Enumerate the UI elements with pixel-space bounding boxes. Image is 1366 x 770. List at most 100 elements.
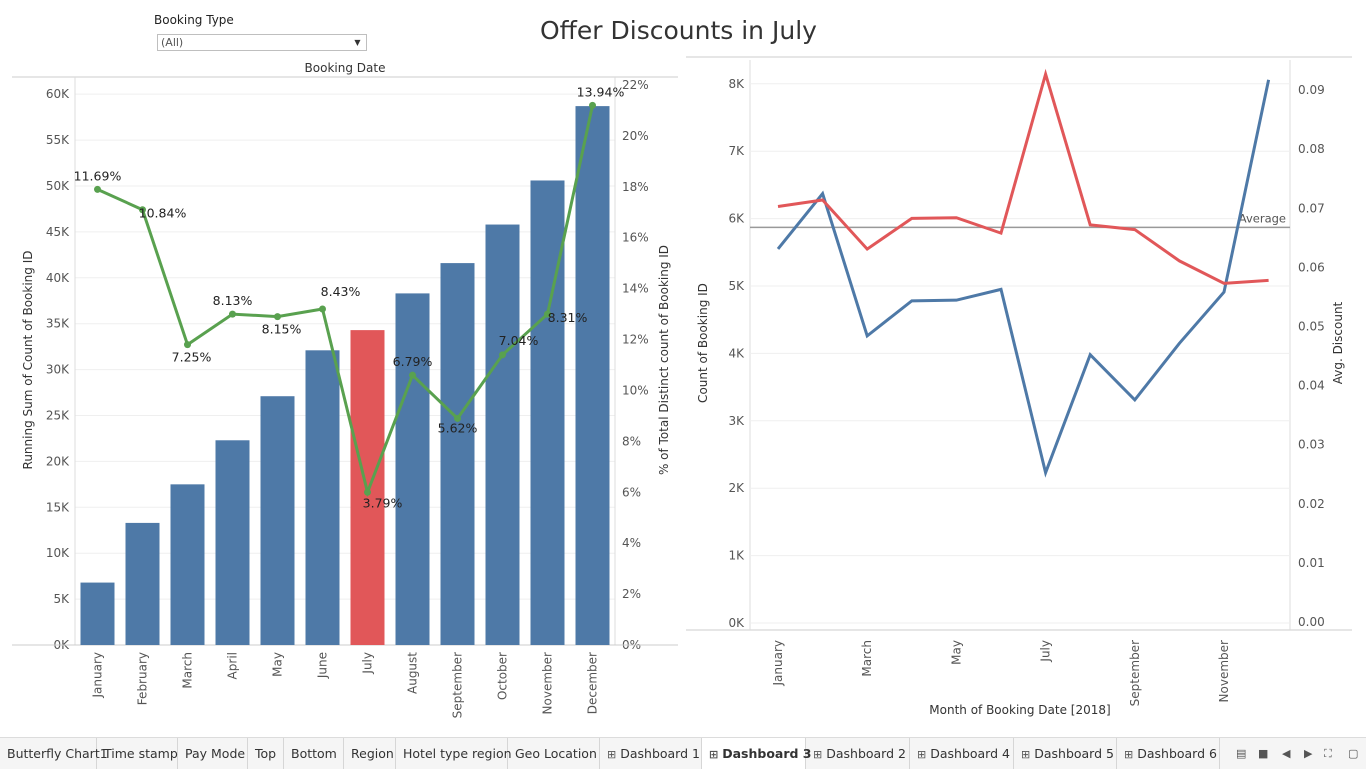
pct-label-november: 8.31% [548, 310, 588, 325]
sheet-tab-region[interactable]: Region [344, 738, 396, 769]
sheet-tab-dashboard-5[interactable]: ⊞ Dashboard 5 [1014, 738, 1117, 769]
chart1-y-tick: 30K [46, 363, 70, 377]
chart2-y2-tick: 0.03 [1298, 438, 1325, 452]
chart1-x-tick: December [586, 652, 600, 714]
sheet-tab-label: Top [255, 746, 277, 761]
chart1-y-tick: 45K [46, 225, 70, 239]
sheet-tab-label: Pay Mode [185, 746, 246, 761]
pct-point-november [544, 310, 551, 318]
pct-point-may [274, 313, 281, 321]
sheet-tab-label: Region [351, 746, 394, 761]
chart1-y2-axis-title: % of Total Distinct count of Booking ID [657, 245, 671, 475]
count-discount-line-chart: 0K 1K 2K 3K 4K 5K 6K 7K 8K 0.00 0.01 0.02 0.03 0.04 0.… [686, 56, 1352, 717]
chart1-y2-tick: 12% [622, 333, 649, 347]
dashboard-icon: ⊞ [709, 748, 719, 761]
pct-point-july [364, 488, 371, 496]
sheet-tab-label: Dashboard 2 [826, 746, 906, 761]
chart1-y-tick: 35K [46, 317, 70, 331]
chart2-y-tick: 8K [728, 77, 745, 91]
sheet-tab-bar: Butterfly Chart1 Time stamp Pay Mode Top Bot… [0, 737, 1366, 769]
bar-may [260, 396, 295, 645]
chart1-y-tick: 50K [46, 179, 70, 193]
chart2-y-tick: 1K [728, 549, 745, 563]
chart1-y2-tick: 8% [622, 434, 641, 448]
chart1-x-tick: February [136, 652, 150, 705]
grid-view-icon[interactable]: ▤ [1236, 747, 1247, 760]
chart1-x-tick: November [541, 652, 555, 714]
sheet-tab-pay-mode[interactable]: Pay Mode [178, 738, 248, 769]
chart1-x-tick: March [181, 652, 195, 689]
booking-type-filter-label: Booking Type [154, 13, 234, 27]
sheet-tab-dashboard-1[interactable]: ⊞ Dashboard 1 [600, 738, 702, 769]
sheet-tab-geo-location[interactable]: Geo Location [508, 738, 600, 769]
dashboard-icon: ⊞ [813, 748, 823, 761]
fit-screen-icon[interactable]: ⛶ [1324, 747, 1332, 760]
sheet-tab-time-stamp[interactable]: Time stamp [97, 738, 178, 769]
chart2-y-tick: 2K [728, 481, 745, 495]
bar-august [395, 293, 430, 645]
sheet-tab-label: Dashboard 3 [722, 746, 812, 761]
chart1-y2-tick: 16% [622, 231, 649, 245]
average-label-bg [1237, 211, 1289, 226]
sheet-tab-label: Bottom [291, 746, 337, 761]
pct-label-may: 8.15% [262, 322, 302, 337]
chart2-y-tick: 3K [728, 414, 745, 428]
chart2-y2-axis-title: Avg. Discount [1331, 301, 1345, 384]
sheet-tab-dashboard-3[interactable]: ⊞ Dashboard 3 [702, 738, 812, 769]
sheet-tab-label: Time stamp [104, 746, 178, 761]
pct-label-december: 13.94% [577, 84, 625, 99]
chart2-x-tick: September [1128, 640, 1142, 706]
sheet-tab-hotel-type-region[interactable]: Hotel type region [396, 738, 512, 769]
chart2-x-tick: November [1217, 640, 1231, 702]
sheet-tab-label: Dashboard 6 [1137, 746, 1217, 761]
fullscreen-icon[interactable]: ▢ [1348, 747, 1359, 760]
next-sheet-icon[interactable]: ▶ [1304, 747, 1313, 760]
chart2-y2-tick: 0.02 [1298, 497, 1325, 511]
bar-april [215, 440, 250, 645]
sheet-tab-label: Butterfly Chart1 [7, 746, 108, 761]
bar-june [305, 350, 340, 645]
chart2-y2-tick: 0.06 [1298, 260, 1325, 274]
sheet-tab-top[interactable]: Top [248, 738, 284, 769]
chart2-y-tick: 6K [728, 212, 745, 226]
chart2-y2-tick: 0.00 [1298, 615, 1325, 629]
sheet-tab-dashboard-2[interactable]: ⊞ Dashboard 2 [806, 738, 910, 769]
pct-label-august: 6.79% [393, 354, 433, 369]
chart2-y2-tick: 0.07 [1298, 201, 1325, 215]
pct-point-april [229, 310, 236, 318]
sheet-tab-butterfly-chart1[interactable]: Butterfly Chart1 [0, 738, 108, 769]
dashboard-icon: ⊞ [1124, 748, 1134, 761]
chart1-x-tick: May [271, 652, 285, 677]
chart1-x-tick: June [316, 652, 330, 679]
chart1-x-tick: April [226, 652, 240, 679]
chart1-x-tick: July [361, 652, 375, 675]
filmstrip-icon[interactable]: ■ [1258, 747, 1269, 760]
chart2-x-tick: May [949, 640, 963, 665]
sheet-tab-label: Hotel type region [403, 746, 512, 761]
sheet-tab-bottom[interactable]: Bottom [284, 738, 344, 769]
pct-label-october: 7.04% [499, 333, 539, 348]
pct-label-march: 7.25% [172, 350, 212, 365]
chevron-down-icon[interactable]: ▼ [354, 38, 361, 47]
chart1-header: Booking Date [305, 61, 386, 75]
chart2-y-tick: 4K [728, 346, 745, 360]
pct-point-february [139, 206, 146, 214]
average-label: Average [1239, 211, 1286, 225]
bar-december [575, 106, 610, 646]
pct-label-february: 10.84% [139, 206, 187, 221]
prev-sheet-icon[interactable]: ◀ [1282, 747, 1291, 760]
chart2-y2-tick: 0.05 [1298, 320, 1325, 334]
count-booking-line [776, 79, 1271, 478]
chart1-y2-tick: 14% [622, 282, 649, 296]
chart1-y-tick: 10K [46, 546, 70, 560]
sheet-tab-dashboard-6[interactable]: ⊞ Dashboard 6 [1117, 738, 1220, 769]
booking-type-dropdown[interactable]: (All) ▼ [157, 34, 367, 51]
pct-point-june [319, 305, 326, 313]
chart2-y2-tick: 0.09 [1298, 83, 1325, 97]
chart1-y2-tick: 6% [622, 485, 641, 499]
charts-canvas: Booking Date 0K 5K 10K 15K 20K 25K 30K 35K 40K 45K… [12, 56, 1352, 718]
sheet-tab-label: Dashboard 5 [1034, 746, 1114, 761]
chart1-y-tick: 60K [46, 87, 70, 101]
pct-point-august [409, 371, 416, 379]
sheet-tab-dashboard-4[interactable]: ⊞ Dashboard 4 [910, 738, 1014, 769]
